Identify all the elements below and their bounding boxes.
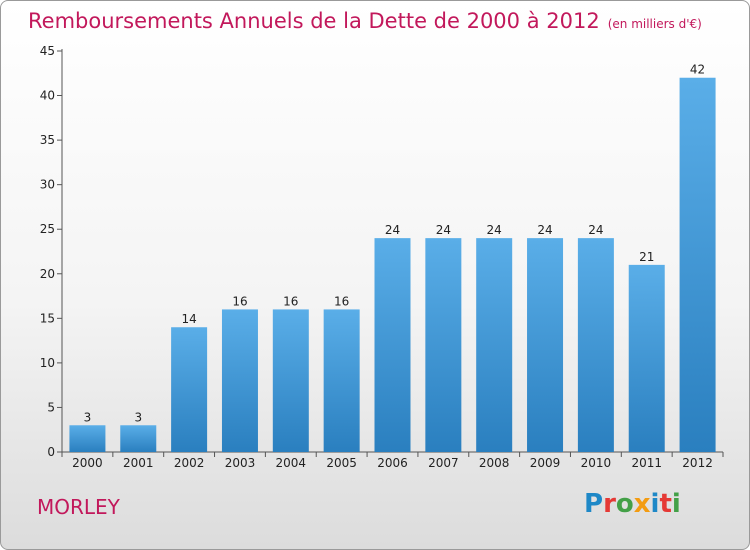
bar (221, 309, 258, 452)
x-tick-label: 2003 (225, 456, 256, 470)
y-tick-label: 30 (40, 178, 55, 192)
x-tick-label: 2009 (530, 456, 561, 470)
logo-letter: o (615, 489, 634, 519)
bar (679, 77, 716, 452)
y-tick-label: 40 (40, 89, 55, 103)
y-tick-label: 10 (40, 356, 55, 370)
bar (272, 309, 309, 452)
bars (69, 77, 716, 452)
chart-title-text: Remboursements Annuels de la Dette de 20… (28, 9, 600, 33)
proxiti-logo: Proxiti (584, 489, 681, 519)
y-tick-label: 15 (40, 311, 55, 325)
data-label: 24 (588, 223, 603, 237)
logo-letter: i (671, 489, 681, 519)
bar (476, 238, 513, 452)
logo-letter: P (584, 489, 604, 519)
data-label: 24 (487, 223, 502, 237)
x-tick-label: 2004 (276, 456, 307, 470)
bar (527, 238, 564, 452)
data-label: 24 (436, 223, 451, 237)
data-label: 21 (639, 250, 654, 264)
y-tick-label: 45 (40, 44, 55, 58)
x-tick-label: 2012 (682, 456, 713, 470)
bar (120, 425, 157, 452)
y-tick-label: 5 (47, 400, 55, 414)
place-name: MORLEY (37, 495, 120, 519)
y-tick-label: 25 (40, 222, 55, 236)
data-label: 16 (334, 294, 349, 308)
logo-letter: i (650, 489, 660, 519)
data-label: 3 (84, 410, 92, 424)
bar (69, 425, 106, 452)
logo-letter: t (659, 489, 672, 519)
x-tick-label: 2011 (631, 456, 662, 470)
y-tick-label: 0 (47, 445, 55, 459)
data-label: 42 (690, 63, 705, 77)
bar (577, 238, 614, 452)
y-tick-label: 35 (40, 133, 55, 147)
data-label: 24 (537, 223, 552, 237)
chart-title: Remboursements Annuels de la Dette de 20… (28, 9, 702, 33)
axes: 0 5 10 15 20 25 30 35 40 45 2000 2001 2002 2003 2004 20… (40, 44, 724, 470)
y-tick-label: 20 (40, 267, 55, 281)
x-tick-label: 2002 (174, 456, 205, 470)
x-tick-label: 2007 (428, 456, 459, 470)
x-tick-label: 2006 (377, 456, 408, 470)
x-tick-label: 2010 (581, 456, 612, 470)
x-tick-label: 2000 (72, 456, 103, 470)
x-tick-label: 2001 (123, 456, 154, 470)
data-label: 24 (385, 223, 400, 237)
bar (628, 264, 665, 452)
data-label: 3 (134, 410, 142, 424)
x-tick-label: 2008 (479, 456, 510, 470)
bar (171, 327, 208, 452)
bar (374, 238, 411, 452)
bar (323, 309, 360, 452)
chart-unit: (en milliers d'€) (607, 17, 702, 31)
logo-letter: x (633, 489, 651, 519)
bar (425, 238, 462, 452)
logo-letter: r (603, 489, 616, 519)
data-label: 16 (283, 294, 298, 308)
x-tick-label: 2005 (326, 456, 357, 470)
data-label: 14 (181, 312, 196, 326)
data-label: 16 (232, 294, 247, 308)
value-labels: 3 3 14 16 16 16 24 24 24 24 24 21 42 (84, 63, 706, 425)
